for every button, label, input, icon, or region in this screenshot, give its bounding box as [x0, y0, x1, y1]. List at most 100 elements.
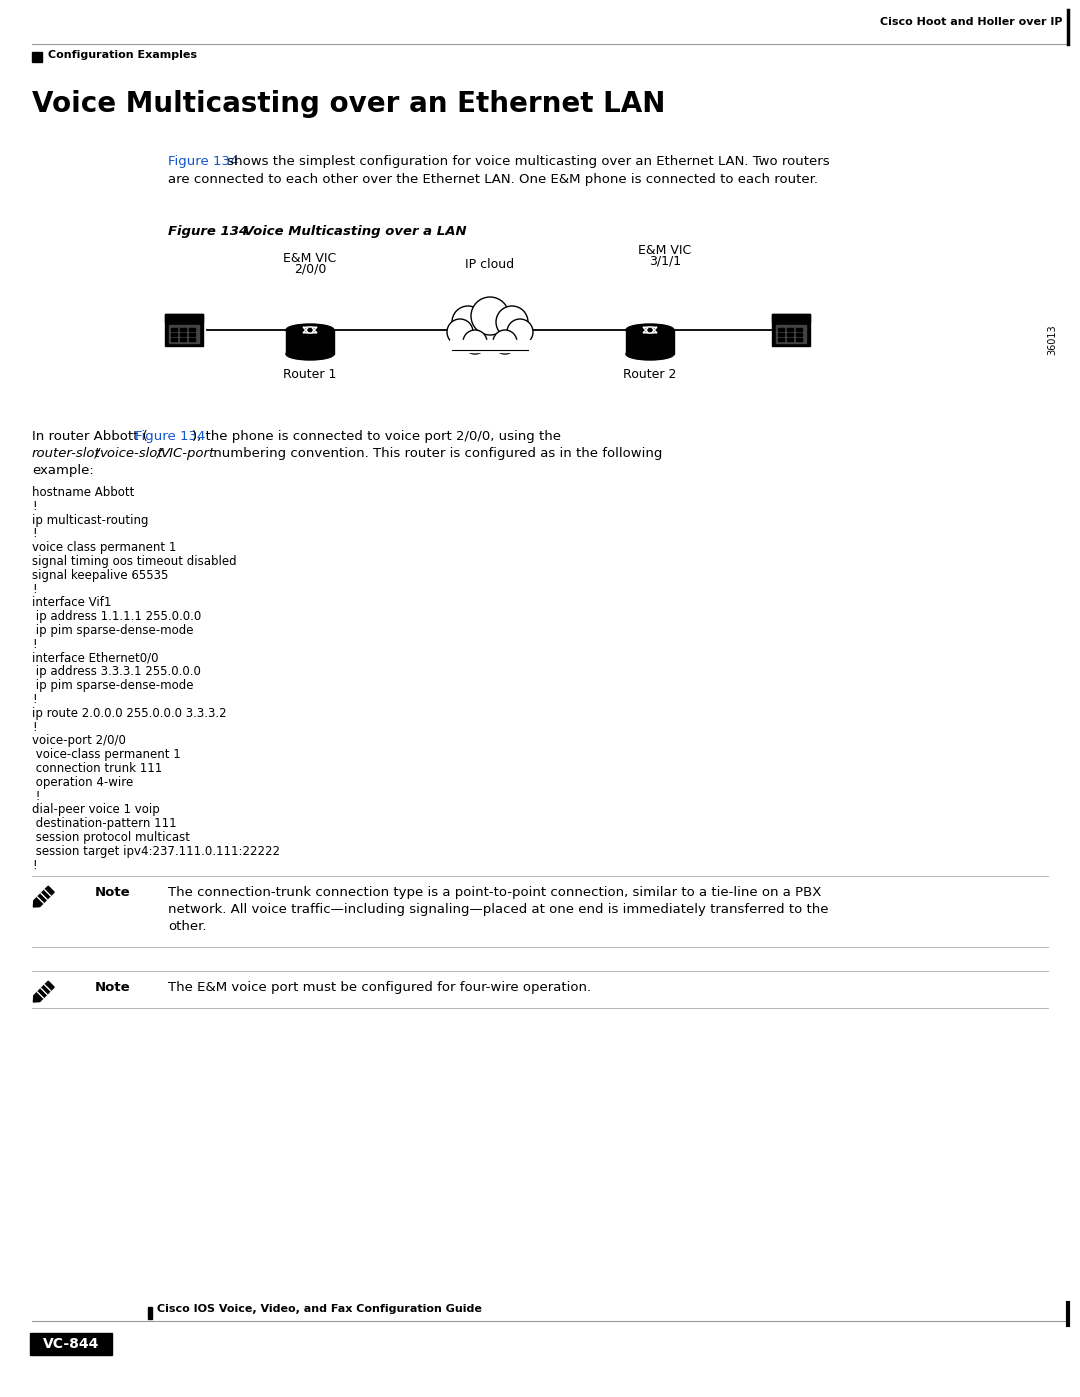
Circle shape	[453, 306, 484, 338]
Bar	[171, 338, 177, 341]
Text: !: !	[32, 528, 37, 541]
Bar	[180, 332, 186, 337]
Bar	[450, 339, 530, 352]
Text: Note: Note	[95, 982, 131, 995]
Polygon shape	[33, 886, 54, 907]
Text: !: !	[32, 789, 40, 803]
Bar	[777, 326, 806, 344]
Text: IP cloud: IP cloud	[465, 258, 514, 271]
Text: /: /	[157, 447, 162, 460]
Text: 2/0/0: 2/0/0	[294, 263, 326, 275]
Bar	[796, 328, 802, 331]
Text: signal timing oos timeout disabled: signal timing oos timeout disabled	[32, 555, 237, 569]
Text: voice class permanent 1: voice class permanent 1	[32, 541, 176, 555]
Text: other.: other.	[168, 921, 206, 933]
Bar	[165, 314, 203, 321]
Bar	[189, 328, 195, 331]
Text: ip address 1.1.1.1 255.0.0.0: ip address 1.1.1.1 255.0.0.0	[32, 610, 201, 623]
Text: voice-class permanent 1: voice-class permanent 1	[32, 749, 180, 761]
Text: !: !	[32, 859, 37, 872]
Text: The E&M voice port must be configured for four-wire operation.: The E&M voice port must be configured fo…	[168, 982, 591, 995]
Text: /: /	[95, 447, 99, 460]
Text: connection trunk 111: connection trunk 111	[32, 761, 162, 775]
Text: shows the simplest configuration for voice multicasting over an Ethernet LAN. Tw: shows the simplest configuration for voi…	[222, 155, 829, 168]
Text: E&M VIC: E&M VIC	[638, 244, 691, 257]
Text: numbering convention. This router is configured as in the following: numbering convention. This router is con…	[210, 447, 662, 460]
Circle shape	[463, 330, 487, 353]
Text: VC-844: VC-844	[43, 1337, 99, 1351]
Text: interface Ethernet0/0: interface Ethernet0/0	[32, 651, 159, 665]
Bar	[165, 314, 203, 346]
Bar	[148, 1308, 152, 1319]
Circle shape	[496, 306, 528, 338]
Text: session protocol multicast: session protocol multicast	[32, 831, 190, 844]
Bar	[189, 332, 195, 337]
Text: interface Vif1: interface Vif1	[32, 597, 111, 609]
Bar	[796, 338, 802, 341]
Text: Router 1: Router 1	[283, 367, 337, 381]
Text: network. All voice traffic—including signaling—placed at one end is immediately : network. All voice traffic—including sig…	[168, 904, 828, 916]
Text: VIC-port: VIC-port	[161, 447, 215, 460]
Text: Figure 134: Figure 134	[168, 155, 239, 168]
Text: Voice Multicasting over an Ethernet LAN: Voice Multicasting over an Ethernet LAN	[32, 89, 665, 117]
Text: Note: Note	[95, 887, 131, 900]
Bar	[772, 314, 810, 321]
Text: Configuration Examples: Configuration Examples	[48, 50, 197, 60]
Text: ip address 3.3.3.1 255.0.0.0: ip address 3.3.3.1 255.0.0.0	[32, 665, 201, 679]
Ellipse shape	[626, 348, 674, 360]
Bar	[286, 330, 334, 353]
Bar	[787, 338, 793, 341]
Text: The connection-trunk connection type is a point-to-point connection, similar to : The connection-trunk connection type is …	[168, 887, 822, 900]
Text: In router Abbott (: In router Abbott (	[32, 430, 148, 443]
Text: voice-port 2/0/0: voice-port 2/0/0	[32, 735, 126, 747]
Text: ip route 2.0.0.0 255.0.0.0 3.3.3.2: ip route 2.0.0.0 255.0.0.0 3.3.3.2	[32, 707, 227, 719]
Bar	[778, 338, 784, 341]
Bar	[180, 338, 186, 341]
Text: Figure 134: Figure 134	[135, 430, 205, 443]
Text: ip pim sparse-dense-mode: ip pim sparse-dense-mode	[32, 624, 193, 637]
Bar	[189, 338, 195, 341]
Text: ip pim sparse-dense-mode: ip pim sparse-dense-mode	[32, 679, 193, 692]
Bar	[180, 328, 186, 331]
Bar	[778, 332, 784, 337]
Text: dial-peer voice 1 voip: dial-peer voice 1 voip	[32, 803, 160, 816]
Bar	[168, 326, 199, 344]
Text: !: !	[32, 693, 37, 705]
Text: 3/1/1: 3/1/1	[649, 254, 681, 267]
Text: Voice Multicasting over a LAN: Voice Multicasting over a LAN	[230, 225, 467, 237]
Text: !: !	[32, 638, 37, 651]
Ellipse shape	[286, 324, 334, 337]
Text: are connected to each other over the Ethernet LAN. One E&M phone is connected to: are connected to each other over the Eth…	[168, 173, 818, 186]
Bar	[796, 332, 802, 337]
Polygon shape	[33, 901, 40, 907]
Text: !: !	[32, 500, 37, 513]
Text: Router 2: Router 2	[623, 367, 677, 381]
Text: E&M VIC: E&M VIC	[283, 251, 337, 265]
Text: example:: example:	[32, 464, 94, 476]
Text: destination-pattern 111: destination-pattern 111	[32, 817, 177, 830]
Text: ), the phone is connected to voice port 2/0/0, using the: ), the phone is connected to voice port …	[192, 430, 561, 443]
Circle shape	[492, 330, 517, 353]
Text: ip multicast-routing: ip multicast-routing	[32, 514, 149, 527]
Text: !: !	[32, 583, 37, 595]
Circle shape	[507, 319, 534, 345]
Text: hostname Abbott: hostname Abbott	[32, 486, 134, 499]
Bar	[626, 330, 674, 353]
Bar	[171, 328, 177, 331]
Text: Cisco Hoot and Holler over IP: Cisco Hoot and Holler over IP	[879, 17, 1062, 27]
Text: voice-slot: voice-slot	[99, 447, 163, 460]
Bar	[772, 314, 810, 346]
Text: signal keepalive 65535: signal keepalive 65535	[32, 569, 168, 581]
Circle shape	[471, 298, 509, 335]
Circle shape	[447, 319, 473, 345]
Bar	[787, 332, 793, 337]
Text: operation 4-wire: operation 4-wire	[32, 775, 133, 789]
Bar	[32, 52, 42, 61]
Polygon shape	[33, 981, 54, 1002]
Ellipse shape	[626, 324, 674, 337]
Text: 36013: 36013	[1047, 324, 1057, 355]
Text: Figure 134: Figure 134	[168, 225, 248, 237]
Ellipse shape	[286, 348, 334, 360]
Bar	[171, 332, 177, 337]
Text: session target ipv4:237.111.0.111:22222: session target ipv4:237.111.0.111:22222	[32, 845, 280, 858]
